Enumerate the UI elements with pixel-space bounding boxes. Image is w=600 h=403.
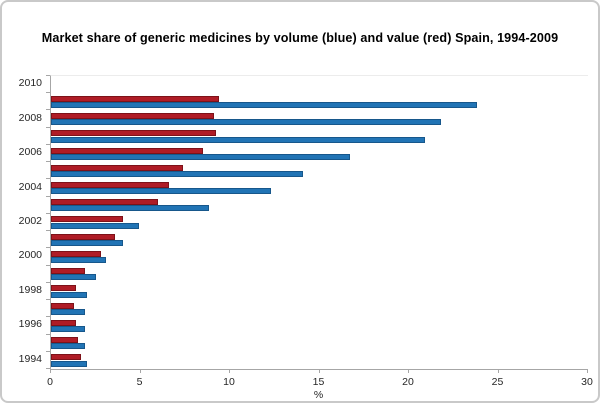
bar-volume-2007 <box>51 136 426 143</box>
y-axis-tick <box>46 247 50 249</box>
bar-volume-1998 <box>51 291 87 298</box>
x-axis-tick <box>318 369 320 373</box>
bar-volume-1995 <box>51 343 85 350</box>
bar-value-2003 <box>51 199 159 206</box>
y-axis-tick <box>46 92 50 94</box>
bar-value-2001 <box>51 233 116 240</box>
bar-volume-1994 <box>51 360 87 367</box>
bar-value-2005 <box>51 164 184 171</box>
y-axis-tick <box>46 264 50 266</box>
plot-area <box>50 75 588 370</box>
bar-volume-2008 <box>51 119 442 126</box>
y-axis-label-2010: 2010 <box>18 77 42 90</box>
x-axis-unit-label: % <box>313 389 324 401</box>
y-axis-tick <box>46 75 50 76</box>
y-axis-label-2004: 2004 <box>18 180 42 193</box>
y-axis-label-2002: 2002 <box>18 215 42 227</box>
bar-value-1999 <box>51 268 85 275</box>
y-axis-tick <box>46 350 50 352</box>
y-axis-tick <box>46 212 50 214</box>
y-axis-tick <box>46 281 50 283</box>
x-axis-tick-label-0: 0 <box>47 376 53 388</box>
x-axis-tick <box>229 369 230 373</box>
x-axis-tick-label-20: 20 <box>402 376 414 388</box>
bar-volume-2005 <box>51 170 304 177</box>
y-axis-tick <box>46 230 50 232</box>
y-axis-label-1998: 1998 <box>18 283 42 296</box>
x-axis-tick-label-25: 25 <box>491 376 504 388</box>
y-axis-tick <box>46 195 50 197</box>
x-axis-tick-label-10: 10 <box>223 376 235 388</box>
bar-volume-2000 <box>51 257 107 264</box>
bar-volume-1997 <box>51 308 85 315</box>
x-axis-tick <box>408 369 409 373</box>
bar-volume-2001 <box>51 239 123 246</box>
bar-value-2008 <box>51 113 214 120</box>
bar-value-2000 <box>51 250 102 257</box>
bar-value-1998 <box>51 285 77 292</box>
bar-volume-2009 <box>51 102 478 109</box>
y-axis-tick <box>46 126 50 128</box>
bar-value-2007 <box>51 130 216 137</box>
x-axis-tick <box>587 369 588 373</box>
x-axis-tick <box>139 369 141 373</box>
bar-volume-2003 <box>51 205 209 212</box>
y-axis-label-2000: 2000 <box>18 249 42 262</box>
x-axis-tick-label-15: 15 <box>312 376 325 388</box>
bar-volume-1999 <box>51 274 96 281</box>
y-axis-tick <box>46 316 50 318</box>
bar-value-2009 <box>51 95 220 102</box>
chart-title: Market share of generic medicines by vol… <box>41 31 559 45</box>
x-axis-tick <box>50 369 51 373</box>
bar-value-1996 <box>51 319 77 326</box>
y-axis-label-1996: 1996 <box>18 318 42 331</box>
y-axis-tick <box>46 109 50 111</box>
y-axis-label-1994: 1994 <box>18 352 42 365</box>
y-axis-tick <box>46 161 50 163</box>
x-axis-tick-label-30: 30 <box>581 376 593 388</box>
y-axis-tick <box>46 368 50 369</box>
bar-value-1997 <box>51 302 75 309</box>
y-axis-label-2006: 2006 <box>18 146 42 159</box>
bar-volume-2004 <box>51 188 272 195</box>
bar-volume-2006 <box>51 153 350 160</box>
bar-volume-1996 <box>51 326 85 333</box>
bar-value-2002 <box>51 216 123 223</box>
bar-value-1995 <box>51 337 78 344</box>
bar-volume-2002 <box>51 222 139 229</box>
y-axis-tick <box>46 143 50 145</box>
y-axis-tick <box>46 299 50 301</box>
x-axis-tick-label-5: 5 <box>136 376 143 388</box>
x-axis-tick <box>497 369 499 373</box>
y-axis-tick <box>46 178 50 180</box>
bar-value-1994 <box>51 354 82 361</box>
y-axis-label-2008: 2008 <box>18 111 42 124</box>
y-axis-tick <box>46 333 50 335</box>
bar-value-2006 <box>51 147 204 154</box>
bar-value-2004 <box>51 182 170 188</box>
